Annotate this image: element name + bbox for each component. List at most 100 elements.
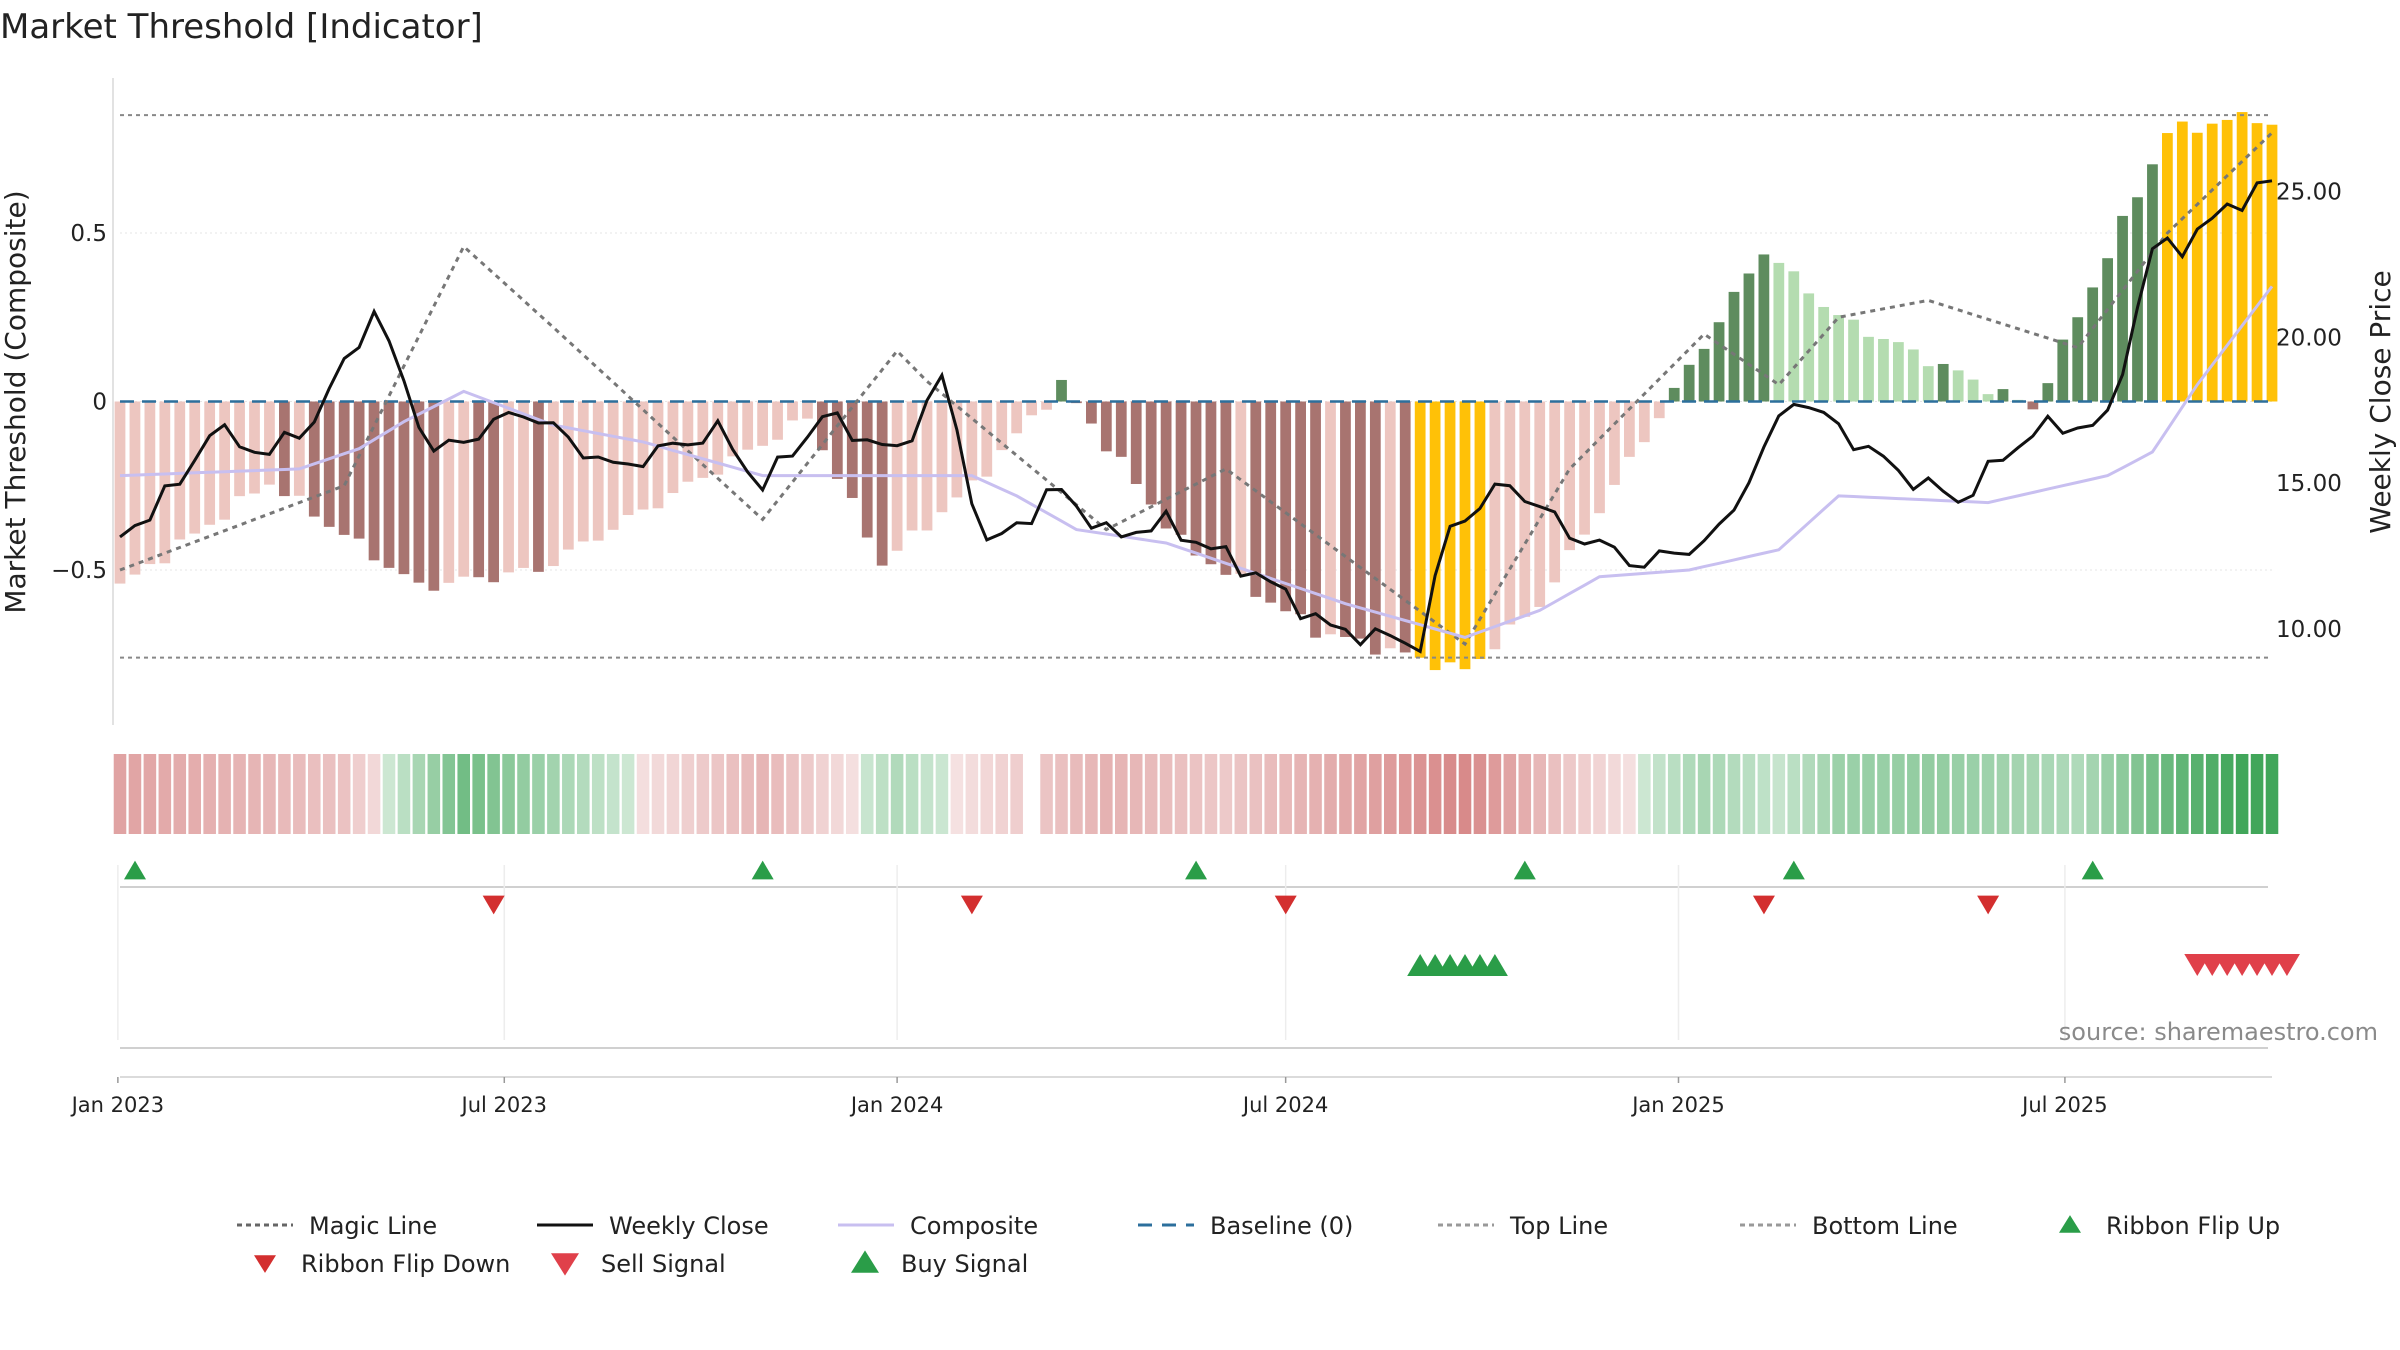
composite-bar [2132,197,2143,402]
composite-bar [1175,401,1187,535]
composite-bars [114,112,2278,671]
composite-bar [2102,258,2113,402]
ribbon-cell [1473,754,1487,834]
ribbon-cell [2220,754,2234,834]
ribbon-cell [1458,754,1472,834]
ribbon-cell [1354,754,1367,834]
ribbon-cell [2101,754,2114,834]
legend-triangle-up-icon [2059,1215,2081,1233]
composite-bar [1594,401,1605,514]
ribbon-cell [532,754,545,834]
composite-bar [2087,287,2099,402]
signal-markers [124,860,2300,977]
ribbon-cell [801,754,814,834]
ribbon-cell [696,754,710,834]
ribbon-cell [995,754,1008,834]
composite-bar [1728,291,1740,402]
composite-bar [189,401,201,534]
ribbon-cell [1294,754,1307,834]
composite-bar [129,401,141,575]
composite-bar [1549,401,1561,583]
composite-bar [637,401,649,510]
magic-line [119,131,2274,647]
ribbon-cell [1413,754,1427,834]
ribbon-cell [726,754,739,834]
ribbon-cell [1115,754,1128,834]
legend-label: Weekly Close [609,1212,769,1240]
composite-bar [742,401,754,450]
legend: Magic Line Weekly Close Composite Baseline … [237,1212,2280,1278]
ribbon-cell [2041,754,2055,834]
ribbon-cell [681,754,695,834]
composite-bar [533,401,544,572]
ribbon-cell [278,754,291,834]
ribbon-cell [1578,754,1591,834]
ribbon-cell [502,754,515,834]
ribbon-cell [143,754,157,834]
legend-label: Bottom Line [1812,1212,1958,1240]
ribbon-cell [860,754,874,834]
ribbon-cell [248,754,261,834]
composite-bar [2266,124,2278,402]
ribbon-cell [1309,754,1322,834]
ribbon-cell [412,754,426,834]
ribbon-cell [1100,754,1113,834]
ribbon-cell [1608,754,1621,834]
ribbon-cell [263,754,276,834]
ribbon-cell [203,754,216,834]
ribbon-cell [487,754,500,834]
composite-bar [1624,401,1635,457]
weekly-close-line [119,179,2273,654]
ribbon-cell [337,754,351,834]
ribbon-flip-down-marker [1977,895,2000,915]
trend-ribbon [113,754,2279,834]
composite-bar [1026,401,1037,416]
composite-bar [1743,273,1755,402]
composite-bar [2221,119,2233,402]
composite-bar [368,401,380,561]
ribbon-cell [293,754,306,834]
ribbon-cell [1996,754,2010,834]
ribbon-cell [1204,754,1218,834]
series-lines [119,114,2274,659]
x-tick-label: Jan 2024 [849,1093,944,1117]
y-left-tick-label: 0.5 [70,221,107,247]
composite-bar [1444,401,1456,663]
ribbon-cell [965,754,979,834]
composite-bar [1384,401,1396,649]
ribbon-cell [1638,754,1651,834]
composite-bar [174,401,186,540]
ribbon-cell [1653,754,1666,834]
grid-layer [112,78,2272,1078]
ribbon-cell [1428,754,1442,834]
composite-bar [488,401,499,583]
legend-label: Sell Signal [601,1250,726,1278]
legend-label: Ribbon Flip Down [301,1250,510,1278]
composite-bar [1907,349,1919,402]
composite-bar [652,401,664,509]
ribbon-cell [427,754,441,834]
composite-bar [1922,366,1934,402]
composite-bar [802,401,813,419]
composite-bar [1459,401,1471,670]
composite-bar [1100,401,1112,452]
y-right-tick-label: 15.00 [2276,471,2342,497]
legend-item: Ribbon Flip Down [254,1250,510,1278]
ribbon-cell [1623,754,1636,834]
ribbon-cell [741,754,754,834]
composite-bar [1414,401,1426,658]
ribbon-cell [352,754,366,834]
ribbon-cell [2086,754,2099,834]
legend-label: Top Line [1509,1212,1608,1240]
ribbon-cell [308,754,321,834]
composite-bar [1668,387,1680,402]
ribbon-cell [2146,754,2159,834]
ribbon-cell [517,754,530,834]
composite-bar [383,401,395,568]
ribbon-cell [1219,754,1233,834]
x-tick-label: Jul 2023 [460,1093,547,1117]
legend-label: Composite [910,1212,1038,1240]
y-left-tick-label: −0.5 [51,558,107,584]
composite-bar [1220,401,1232,575]
composite-bar [204,401,216,525]
